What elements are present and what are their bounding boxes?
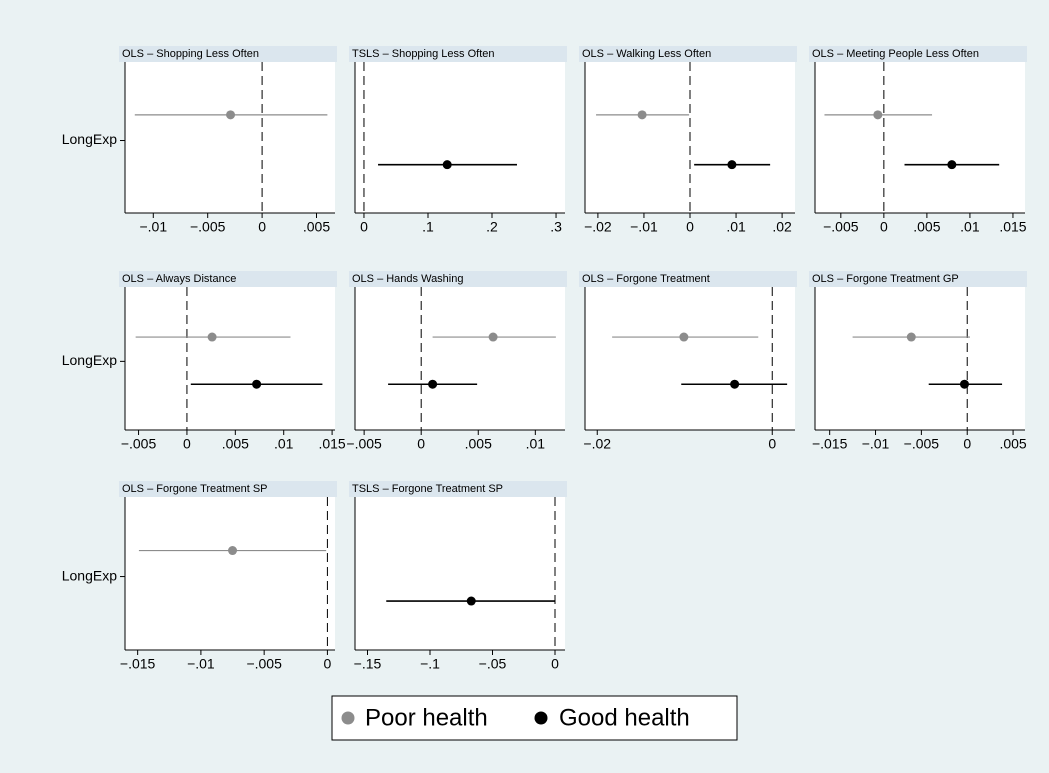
point-estimate [730,379,740,389]
y-tick-label: LongExp [62,567,117,583]
x-tick-label: 0 [686,219,694,235]
x-tick-label: −.015 [812,436,848,452]
point-estimate [727,160,737,170]
plot-area [355,62,565,213]
x-tick-label: 0 [258,219,266,235]
point-estimate [873,110,883,120]
plot-area [125,497,335,650]
point-estimate [947,160,957,170]
point-estimate [488,332,498,342]
x-tick-label: .2 [486,219,498,235]
x-tick-label: −.005 [904,436,940,452]
x-tick-label: .3 [550,219,562,235]
panel-title: OLS – Forgone Treatment SP [122,483,268,495]
point-estimate [466,596,476,606]
plot-area [585,287,795,430]
plot-area [125,287,335,430]
point-estimate [679,332,689,342]
plot-area [815,62,1025,213]
panel-title-bar [349,46,567,62]
panel-title: OLS – Always Distance [122,273,236,285]
x-tick-label: −.01 [139,219,167,235]
point-estimate [252,379,262,389]
legend-label: Good health [559,704,690,731]
x-tick-label: −.02 [584,219,612,235]
panel-title-bar [809,46,1027,62]
y-tick-label: LongExp [62,352,117,368]
x-tick-label: −.005 [190,219,226,235]
panel-title: TSLS – Forgone Treatment SP [352,483,503,495]
x-tick-label: .005 [465,436,492,452]
point-estimate [228,546,238,556]
panel-title-bar [119,271,337,287]
x-tick-label: .01 [960,219,980,235]
x-tick-label: −.01 [862,436,890,452]
x-tick-label: .005 [303,219,330,235]
point-estimate [207,332,217,342]
x-tick-label: .02 [772,219,792,235]
x-tick-label: .1 [422,219,434,235]
panel-title: OLS – Hands Washing [352,273,463,285]
x-tick-label: −.01 [187,656,215,672]
point-estimate [637,110,647,120]
legend-label: Poor health [365,704,488,731]
x-tick-label: 0 [963,436,971,452]
x-tick-label: .01 [726,219,746,235]
x-tick-label: −.015 [120,656,156,672]
x-tick-label: −.1 [420,656,440,672]
panel-title: OLS – Forgone Treatment [582,273,710,285]
x-tick-label: .005 [999,436,1026,452]
plot-area [355,497,565,650]
x-tick-label: −.005 [121,436,157,452]
x-tick-label: 0 [183,436,191,452]
panel-title: OLS – Forgone Treatment GP [812,273,959,285]
panel-title-bar [349,481,567,497]
point-estimate [226,110,236,120]
x-tick-label: −.005 [246,656,282,672]
x-tick-label: −.005 [823,219,859,235]
x-tick-label: 0 [768,436,776,452]
panel-title-bar [809,271,1027,287]
panel-title: OLS – Meeting People Less Often [812,48,979,60]
x-tick-label: .01 [274,436,294,452]
x-tick-label: 0 [551,656,559,672]
x-tick-label: .01 [526,436,546,452]
point-estimate [428,379,438,389]
x-tick-label: −.05 [479,656,507,672]
panel-title-bar [119,46,337,62]
point-estimate [959,379,969,389]
x-tick-label: −.005 [346,436,382,452]
x-tick-label: −.15 [354,656,382,672]
plot-area [815,287,1025,430]
panel-title-bar [579,46,797,62]
x-tick-label: .005 [913,219,940,235]
x-tick-label: .005 [222,436,249,452]
point-estimate [906,332,916,342]
plot-area [125,62,335,213]
x-tick-label: −.01 [630,219,658,235]
legend-marker [341,711,355,725]
x-tick-label: 0 [880,219,888,235]
x-tick-label: .015 [999,219,1026,235]
y-tick-label: LongExp [62,131,117,147]
x-tick-label: 0 [417,436,425,452]
point-estimate [442,160,452,170]
panel-title-bar [579,271,797,287]
x-tick-label: 0 [324,656,332,672]
x-tick-label: −.02 [583,436,611,452]
panel-title-bar [119,481,337,497]
plot-area [355,287,565,430]
legend-marker [534,711,548,725]
panel-title: OLS – Shopping Less Often [122,48,259,60]
panel-title: OLS – Walking Less Often [582,48,711,60]
x-tick-label: .015 [318,436,345,452]
x-tick-label: 0 [360,219,368,235]
panel-title-bar [349,271,567,287]
panel-title: TSLS – Shopping Less Often [352,48,494,60]
